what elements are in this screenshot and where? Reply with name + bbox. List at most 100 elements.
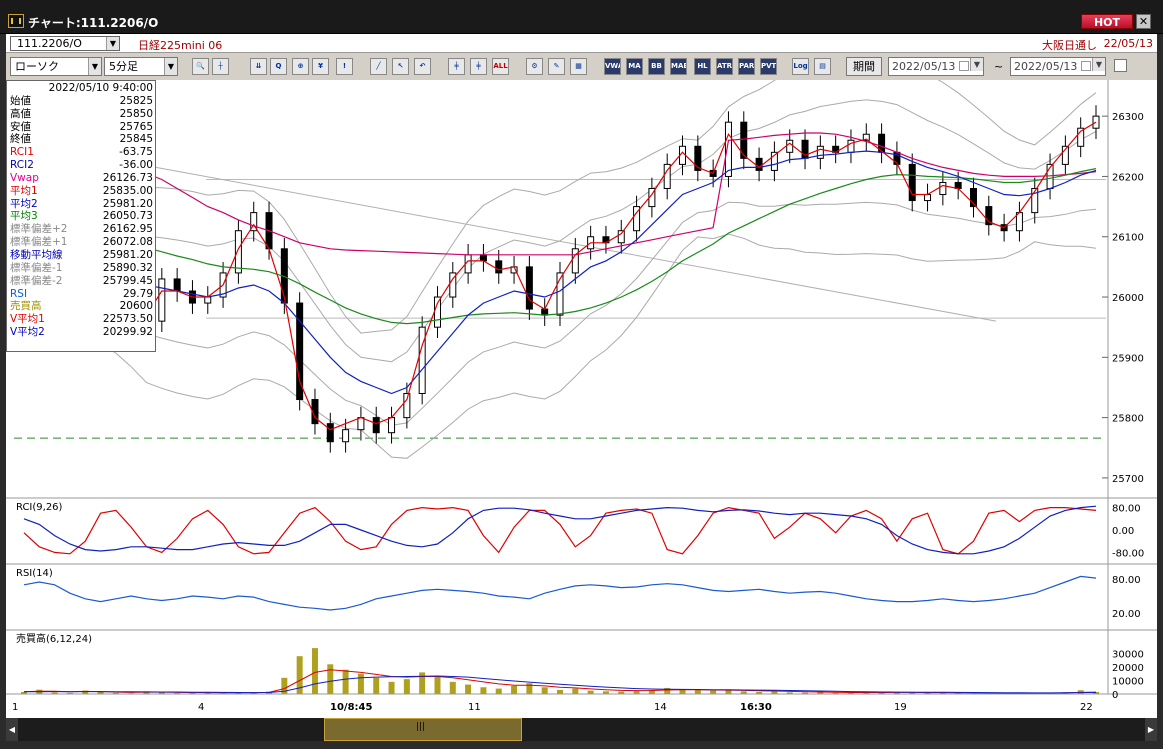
- volume-bar: [511, 685, 518, 694]
- date-from-input[interactable]: 2022/05/13 ▼: [888, 57, 984, 76]
- chart-type-value: ローソク: [15, 60, 59, 73]
- volume-bar: [174, 693, 181, 694]
- color-button[interactable]: ✎: [548, 58, 565, 75]
- candle-body: [479, 254, 487, 262]
- volume-bar: [204, 692, 211, 694]
- info-row: 標準偏差-2 25799.45: [10, 275, 153, 288]
- calendar-icon[interactable]: [959, 61, 969, 71]
- rci-tick-label: 0.00: [1112, 526, 1134, 537]
- zoom-button[interactable]: 🔍: [192, 58, 209, 75]
- chart-type-select[interactable]: ローソク ▼: [10, 57, 102, 76]
- atr-button[interactable]: ATR: [716, 58, 733, 75]
- chevron-down-icon[interactable]: ▼: [106, 37, 119, 50]
- info-row: 平均1 25835.00: [10, 185, 153, 198]
- info-row: V平均2 20299.92: [10, 326, 153, 339]
- candle-body: [755, 157, 763, 171]
- ma1-line: [23, 121, 1097, 431]
- vwap-line: [23, 132, 1097, 256]
- volume-bar: [679, 689, 686, 694]
- price-button[interactable]: ¥: [312, 58, 329, 75]
- volume-bar: [694, 689, 701, 694]
- info-label: Vwap: [10, 171, 39, 184]
- trend-button[interactable]: ⇊: [250, 58, 267, 75]
- volume-tick-label: 10000: [1112, 677, 1144, 688]
- close-button[interactable]: ✕: [1136, 14, 1151, 29]
- price-chart[interactable]: 26300 26200 26100 26000 25900 25800 25700 80.00…: [6, 80, 1157, 718]
- cursor-button[interactable]: ↖: [392, 58, 409, 75]
- chevron-down-icon[interactable]: ▼: [970, 58, 983, 71]
- info-row: 標準偏差+2 26162.95: [10, 223, 153, 236]
- pvt-button[interactable]: PVT: [760, 58, 777, 75]
- para-button[interactable]: PARA: [738, 58, 755, 75]
- info-row: Vwap 26126.73: [10, 172, 153, 185]
- chevron-down-icon[interactable]: ▼: [88, 58, 101, 75]
- interval-select[interactable]: 5分足 ▼: [104, 57, 178, 76]
- candle-body: [449, 272, 457, 298]
- date-to-input[interactable]: 2022/05/13 ▼: [1010, 57, 1106, 76]
- volume-bar: [710, 690, 717, 694]
- rsi-tick-label: 80.00: [1112, 575, 1141, 586]
- vwap-button[interactable]: VWAP: [604, 58, 621, 75]
- candle2-button[interactable]: ╪: [470, 58, 487, 75]
- chart-app-icon: [8, 14, 24, 28]
- volume-bar: [480, 687, 487, 694]
- toolbar: ローソク ▼ 5分足 ▼ 🔍┼ ⇊Q ⊕¥! ╱ ↖ ↶ ╪ ╪ ALL ⚙ ✎ ▦ VWAP MA BB M…: [6, 53, 1157, 80]
- all-button[interactable]: ALL: [492, 58, 509, 75]
- title-bar: チャート:111.2206/O HOT ✕: [0, 0, 1163, 34]
- candle-body: [173, 278, 181, 292]
- volume-bar: [587, 690, 594, 694]
- bb-button[interactable]: BB: [648, 58, 665, 75]
- mae-button[interactable]: MAE: [670, 58, 687, 75]
- chart-area[interactable]: 26300 26200 26100 26000 25900 25800 25700 80.00…: [6, 80, 1157, 718]
- candle-body: [525, 266, 533, 310]
- ma-button[interactable]: MA: [626, 58, 643, 75]
- line-tool-button[interactable]: ╱: [370, 58, 387, 75]
- volume-tick-label: 30000: [1112, 650, 1144, 661]
- crosshair-button[interactable]: ┼: [212, 58, 229, 75]
- palette-button[interactable]: ▦: [570, 58, 587, 75]
- ma3-line: [23, 168, 1097, 325]
- time-scrollbar[interactable]: [6, 718, 1157, 741]
- range-checkbox[interactable]: [1114, 59, 1127, 72]
- note-button[interactable]: !: [336, 58, 353, 75]
- candle-body: [418, 326, 426, 394]
- volume-bar: [66, 692, 73, 694]
- hot-button[interactable]: HOT: [1081, 14, 1133, 29]
- volume-bar: [771, 691, 778, 694]
- scroll-right-icon[interactable]: ▶: [1145, 718, 1157, 741]
- time-axis-label: 19: [894, 702, 907, 713]
- magnify-button[interactable]: Q: [270, 58, 287, 75]
- symbol-select[interactable]: 111.2206/O ▼: [10, 36, 120, 51]
- volume-bar: [817, 691, 824, 694]
- chevron-down-icon[interactable]: ▼: [164, 58, 177, 75]
- volume-ma2-line: [23, 675, 1097, 694]
- scrollbar-grip-icon: |||: [416, 722, 426, 732]
- candle-body: [724, 121, 732, 177]
- info-row: 標準偏差+1 26072.08: [10, 236, 153, 249]
- volume-bar: [909, 692, 916, 694]
- compare-button[interactable]: ⊕: [292, 58, 309, 75]
- candle-body: [939, 181, 947, 196]
- candle-button[interactable]: ╪: [448, 58, 465, 75]
- log-button[interactable]: Log: [792, 58, 809, 75]
- info-label: 平均3: [10, 210, 38, 223]
- candle-body: [372, 417, 380, 434]
- bollinger-band-line: [23, 201, 1097, 426]
- chevron-down-icon[interactable]: ▼: [1092, 58, 1105, 71]
- candle-body: [357, 417, 365, 431]
- hl-button[interactable]: HL: [694, 58, 711, 75]
- candle-body: [296, 302, 304, 401]
- print-button[interactable]: ▤: [814, 58, 831, 75]
- info-value: 25835.00: [102, 184, 153, 197]
- scrollbar-thumb[interactable]: [324, 718, 522, 741]
- info-row: V平均1 22573.50: [10, 313, 153, 326]
- period-button[interactable]: 期間: [846, 57, 882, 76]
- settings-button[interactable]: ⚙: [526, 58, 543, 75]
- info-label: RCI2: [10, 159, 34, 172]
- volume-bar: [342, 669, 349, 694]
- undo-button[interactable]: ↶: [414, 58, 431, 75]
- scroll-left-icon[interactable]: ◀: [6, 718, 18, 741]
- calendar-icon[interactable]: [1081, 61, 1091, 71]
- candle-body: [1031, 188, 1039, 214]
- volume-bar: [158, 691, 165, 694]
